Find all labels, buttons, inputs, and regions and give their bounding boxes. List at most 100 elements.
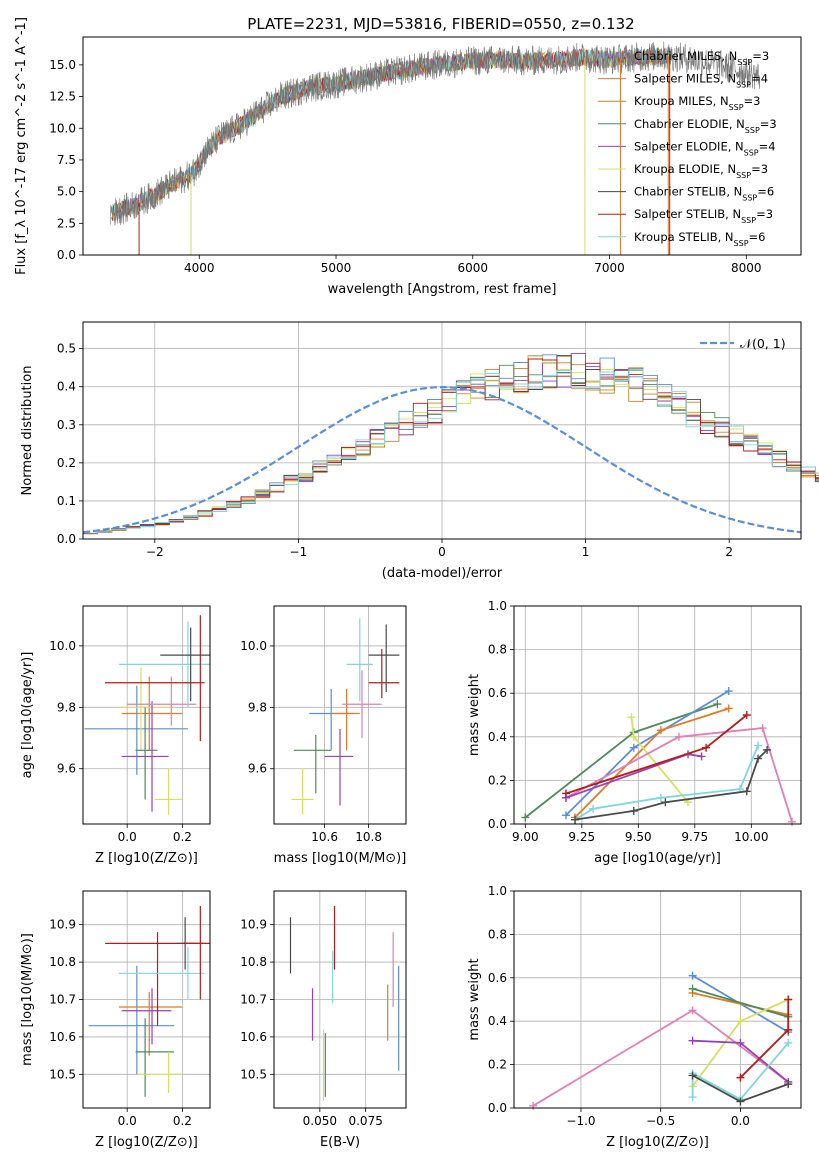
weight-marker <box>784 1025 793 1034</box>
weight-series <box>571 745 772 824</box>
weight-marker <box>521 813 530 822</box>
histograms <box>83 352 819 535</box>
panel-massweight-vs-Z: −1.0 −0.5 0.0 0.0 0.2 0.4 0.6 0.8 1.0 Z [log10(Z/… <box>467 884 802 1150</box>
weight-marker <box>661 798 670 807</box>
y-tick-label: 5.0 <box>57 185 76 199</box>
weight-marker <box>529 1101 538 1110</box>
weight-marker <box>736 1097 745 1106</box>
spectrum-lines <box>110 41 761 255</box>
x-tick-label: −1.0 <box>566 1114 595 1128</box>
y-tick-label: 10.9 <box>49 918 76 932</box>
y-tick-label: 10.6 <box>49 1030 76 1044</box>
errorbar-point <box>368 624 400 692</box>
y-tick-label: 0.4 <box>488 1014 507 1028</box>
errorbar-point <box>84 685 188 775</box>
x-tick-label: 0.0 <box>118 830 137 844</box>
weight-marker <box>656 726 665 735</box>
y-tick-label: 0.2 <box>57 456 76 470</box>
weight-marker <box>754 741 763 750</box>
legend-entry: Chabrier STELIB, NSSP=6 <box>634 185 774 203</box>
weight-series <box>688 1036 793 1086</box>
x-axis-label: E(B-V) <box>320 1135 360 1150</box>
weight-marker <box>787 817 796 826</box>
legend: Chabrier MILES, NSSP=3 Salpeter MILES, NS… <box>598 49 777 247</box>
y-axis-label: age [log10(age/yr)] <box>20 652 35 779</box>
spectrum-data-line <box>110 41 761 226</box>
y-tick-label: 0.4 <box>488 730 507 744</box>
legend-entry: Kroupa ELODIE, NSSP=3 <box>634 162 768 180</box>
y-tick-label: 9.8 <box>57 700 76 714</box>
histogram-chabrier-elodie <box>83 364 819 534</box>
weight-line <box>574 749 768 821</box>
y-tick-label: 1.0 <box>488 884 507 898</box>
y-tick-label: 10.5 <box>49 1067 76 1081</box>
weight-marker <box>724 704 733 713</box>
weight-marker <box>627 713 636 722</box>
y-tick-label: 0.6 <box>488 686 507 700</box>
y-tick-label: 0.1 <box>57 494 76 508</box>
legend-entry: Salpeter MILES, NSSP=4 <box>634 72 768 90</box>
errorbar-point <box>118 947 205 1000</box>
errorbar-point <box>342 670 382 739</box>
weight-series <box>571 704 733 822</box>
plot-area: Chabrier MILES, NSSP=3 Salpeter MILES, NS… <box>110 41 777 255</box>
weight-line <box>692 992 789 1016</box>
legend-entry: Chabrier ELODIE, NSSP=3 <box>634 117 777 135</box>
weight-marker <box>688 1093 697 1102</box>
y-tick-label: 0.6 <box>488 971 507 985</box>
y-tick-label: 9.6 <box>57 762 76 776</box>
y-tick-label: 10.8 <box>240 955 267 969</box>
plot-area <box>521 687 796 826</box>
y-tick-label: 7.5 <box>57 153 76 167</box>
errorbar-point <box>138 1051 183 1094</box>
histogram-kroupa-elodie <box>83 355 819 535</box>
axes-frame <box>82 890 211 1109</box>
y-tick-label: 10.0 <box>49 121 76 135</box>
y-tick-label: 0.8 <box>488 927 507 941</box>
weight-marker <box>697 752 706 761</box>
y-tick-label: 15.0 <box>49 58 76 72</box>
weight-marker <box>688 1071 697 1080</box>
errorbar-point <box>121 988 172 1045</box>
x-tick-label: 7000 <box>594 261 625 275</box>
x-tick-label: 0.0 <box>731 1114 750 1128</box>
weight-marker <box>656 793 665 802</box>
x-tick-label: 10.6 <box>311 830 338 844</box>
legend-entry: 𝒩(0, 1) <box>740 336 786 351</box>
errorbar-point <box>331 688 360 751</box>
y-tick-label: 10.0 <box>240 639 267 653</box>
errorbar-point <box>368 648 400 699</box>
errorbar-point <box>182 905 210 1000</box>
x-tick-label: −2 <box>146 545 164 559</box>
errorbar-point <box>346 618 373 702</box>
y-tick-label: 10.8 <box>49 955 76 969</box>
y-tick-label: 10.0 <box>49 639 76 653</box>
panel-age-vs-Z: 0.0 0.2 9.6 9.8 10.0 Z [log10(Z/Z⊙)] age [log1… <box>20 605 211 866</box>
errorbar-point <box>127 676 197 726</box>
axes-frame <box>513 890 802 1109</box>
axes-frame <box>82 36 802 256</box>
panel-age-vs-mass: 10.6 10.8 9.6 9.8 10.0 mass [log10(M/M⊙)] <box>240 605 407 866</box>
y-tick-label: 0.5 <box>57 342 76 356</box>
weight-marker <box>736 1038 745 1047</box>
weight-marker <box>674 732 683 741</box>
y-axis-label: Normed distribution <box>20 366 35 496</box>
x-tick-label: 9.50 <box>625 830 652 844</box>
weight-line <box>574 707 729 819</box>
errorbar-point <box>118 992 183 1056</box>
x-axis-label: age [log10(age/yr)] <box>594 851 721 866</box>
weight-series <box>561 687 733 820</box>
legend-entry: Chabrier MILES, NSSP=3 <box>634 49 769 67</box>
x-tick-label: 4000 <box>184 261 215 275</box>
normal-curve <box>82 385 802 534</box>
y-tick-label: 10.9 <box>240 918 267 932</box>
weight-marker <box>784 1038 793 1047</box>
x-tick-label: 2 <box>725 545 733 559</box>
weight-marker <box>736 1017 745 1026</box>
y-tick-label: 0.2 <box>488 773 507 787</box>
weight-marker <box>629 732 638 741</box>
y-axis-label: Flux [f_λ 10^-17 erg cm^-2 s^-1 A^-1] <box>14 17 29 275</box>
x-axis-label: Z [log10(Z/Z⊙)] <box>95 1135 198 1150</box>
y-axis-label: mass [log10(M/M⊙)] <box>20 933 35 1066</box>
